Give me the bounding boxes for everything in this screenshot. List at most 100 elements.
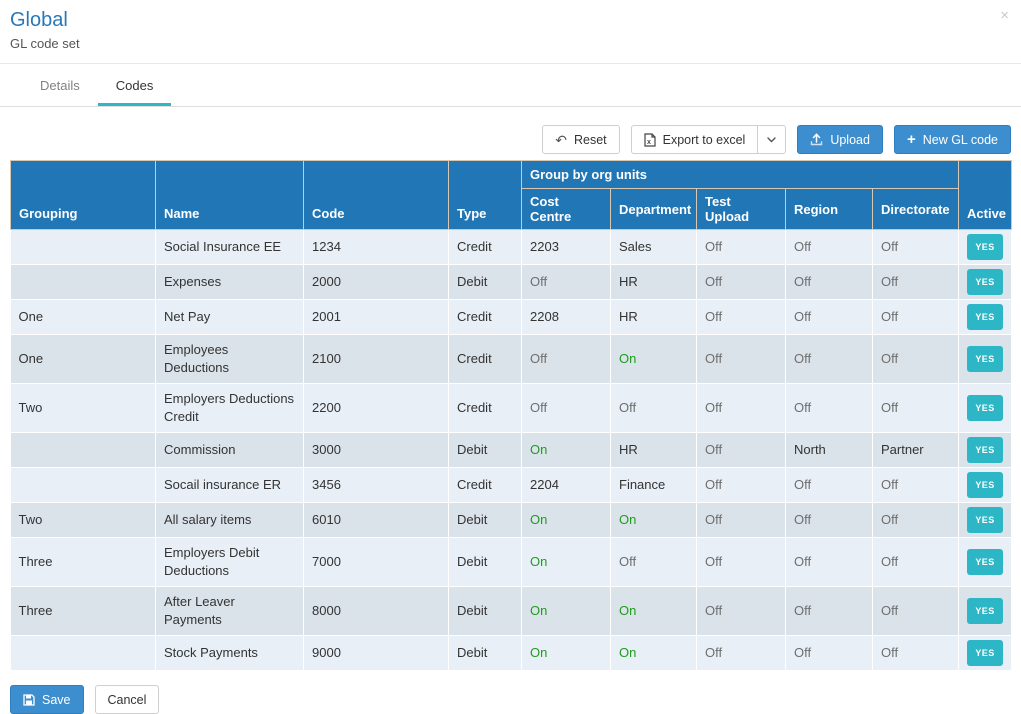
cell-cost-centre: On <box>521 537 611 587</box>
cell-grouping: Three <box>10 537 156 587</box>
cell-active: YES <box>958 383 1013 433</box>
save-icon <box>23 693 35 706</box>
tab-details[interactable]: Details <box>40 78 80 93</box>
cell-region: Off <box>785 586 873 636</box>
tab-bar: Details Codes <box>0 64 1021 107</box>
cell-test-upload: Off <box>696 537 786 587</box>
table-row[interactable]: Socail insurance ER 3456 Credit 2204 Finance… <box>10 467 1013 503</box>
column-header-cost-centre[interactable]: Cost Centre <box>521 188 611 230</box>
cell-department: Sales <box>610 229 697 265</box>
cell-grouping: Three <box>10 586 156 636</box>
active-badge[interactable]: YES <box>967 507 1003 533</box>
cell-department: HR <box>610 299 697 335</box>
active-badge[interactable]: YES <box>967 549 1003 575</box>
column-header-grouping[interactable]: Grouping <box>10 160 156 230</box>
cell-grouping <box>10 229 156 265</box>
cell-code: 1234 <box>303 229 449 265</box>
active-badge[interactable]: YES <box>967 346 1003 372</box>
table-row[interactable]: Expenses 2000 Debit Off HR Off Off Off YES <box>10 264 1013 300</box>
export-dropdown-toggle[interactable] <box>757 125 787 154</box>
cell-cost-centre: 2204 <box>521 467 611 503</box>
cell-active: YES <box>958 467 1013 503</box>
cell-type: Debit <box>448 432 522 468</box>
cell-department: Finance <box>610 467 697 503</box>
modal-header: Global GL code set × <box>0 0 1021 64</box>
chevron-down-icon <box>767 136 777 143</box>
cell-test-upload: Off <box>696 264 786 300</box>
cell-active: YES <box>958 635 1013 671</box>
cell-name: Socail insurance ER <box>155 467 304 503</box>
cell-active: YES <box>958 299 1013 335</box>
upload-button[interactable]: Upload <box>797 125 883 154</box>
active-badge[interactable]: YES <box>967 395 1003 421</box>
export-to-excel-button[interactable]: x Export to excel <box>630 125 759 154</box>
cell-grouping <box>10 432 156 468</box>
reset-button[interactable]: ↶ Reset <box>542 125 620 154</box>
cell-type: Credit <box>448 334 522 384</box>
cell-name: Net Pay <box>155 299 304 335</box>
active-badge[interactable]: YES <box>967 304 1003 330</box>
svg-text:x: x <box>647 139 651 146</box>
active-badge[interactable]: YES <box>967 437 1003 463</box>
active-badge[interactable]: YES <box>967 640 1003 666</box>
cell-region: Off <box>785 334 873 384</box>
cell-name: After Leaver Payments <box>155 586 304 636</box>
cell-directorate: Off <box>872 586 960 636</box>
column-header-code[interactable]: Code <box>303 160 449 230</box>
new-gl-code-button[interactable]: + New GL code <box>893 125 1011 154</box>
cell-department: On <box>610 635 697 671</box>
table-row[interactable]: One Employees Deductions 2100 Credit Off On Of… <box>10 334 1013 384</box>
cell-type: Debit <box>448 537 522 587</box>
table-row[interactable]: Two Employers Deductions Credit 2200 Credit… <box>10 383 1013 433</box>
column-header-name[interactable]: Name <box>155 160 304 230</box>
cell-directorate: Partner <box>872 432 960 468</box>
cell-type: Credit <box>448 229 522 265</box>
cell-region: Off <box>785 229 873 265</box>
column-header-region[interactable]: Region <box>785 188 873 230</box>
new-gl-code-button-label: New GL code <box>922 132 998 147</box>
cell-directorate: Off <box>872 635 960 671</box>
table-row[interactable]: One Net Pay 2001 Credit 2208 HR Off Off Off YES <box>10 299 1013 335</box>
column-header-test-upload[interactable]: Test Upload <box>696 188 786 230</box>
cancel-button[interactable]: Cancel <box>94 685 160 714</box>
table-row[interactable]: Two All salary items 6010 Debit On On Off Off Of… <box>10 502 1013 538</box>
table-row[interactable]: Stock Payments 9000 Debit On On Off Off Off YES <box>10 635 1013 671</box>
active-badge[interactable]: YES <box>967 472 1003 498</box>
save-button[interactable]: Save <box>10 685 84 714</box>
column-header-type[interactable]: Type <box>448 160 522 230</box>
cell-test-upload: Off <box>696 229 786 265</box>
table-row[interactable]: Social Insurance EE 1234 Credit 2203 Sales Of… <box>10 229 1013 265</box>
active-badge[interactable]: YES <box>967 598 1003 624</box>
active-badge[interactable]: YES <box>967 269 1003 295</box>
cancel-button-label: Cancel <box>107 692 147 707</box>
cell-region: Off <box>785 502 873 538</box>
cell-active: YES <box>958 432 1013 468</box>
cell-department: Off <box>610 537 697 587</box>
cell-code: 2001 <box>303 299 449 335</box>
active-badge[interactable]: YES <box>967 234 1003 260</box>
table-row[interactable]: Commission 3000 Debit On HR Off North Partner YE… <box>10 432 1013 468</box>
cell-directorate: Off <box>872 467 960 503</box>
export-button-label: Export to excel <box>662 132 746 147</box>
cell-type: Credit <box>448 383 522 433</box>
cell-type: Debit <box>448 586 522 636</box>
table-row[interactable]: Three After Leaver Payments 8000 Debit On On O… <box>10 586 1013 636</box>
save-button-label: Save <box>42 692 71 707</box>
footer: Save Cancel <box>10 685 1011 714</box>
cell-grouping: One <box>10 334 156 384</box>
cell-test-upload: Off <box>696 635 786 671</box>
table-header: Grouping Name Code Type Group by org uni… <box>10 160 1013 230</box>
cell-active: YES <box>958 264 1013 300</box>
column-header-department[interactable]: Department <box>610 188 697 230</box>
tab-codes[interactable]: Codes <box>97 64 172 106</box>
column-header-active[interactable]: Active <box>958 160 1013 230</box>
cell-region: Off <box>785 537 873 587</box>
table-row[interactable]: Three Employers Debit Deductions 7000 Debit… <box>10 537 1013 587</box>
cell-active: YES <box>958 537 1013 587</box>
cell-name: Commission <box>155 432 304 468</box>
close-icon[interactable]: × <box>1000 7 1009 24</box>
cell-code: 3456 <box>303 467 449 503</box>
column-header-directorate[interactable]: Directorate <box>871 188 960 230</box>
cell-name: Employers Deductions Credit <box>155 383 304 433</box>
